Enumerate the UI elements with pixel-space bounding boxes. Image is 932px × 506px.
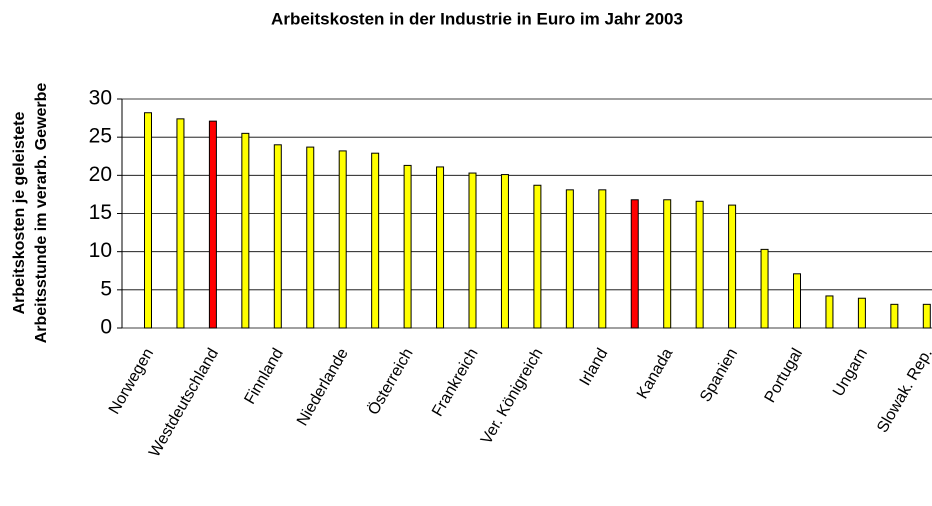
x-tick-label: Kanada xyxy=(634,346,676,402)
y-tick-label: 30 xyxy=(89,87,112,110)
bar xyxy=(663,199,672,329)
y-tick-label: 25 xyxy=(89,125,112,148)
x-tick-label: Niederlande xyxy=(294,346,352,429)
x-tick-label: Ver. Königreich xyxy=(478,346,547,448)
bar xyxy=(403,164,412,329)
bar xyxy=(208,120,217,329)
y-tick-label: 0 xyxy=(100,316,112,339)
bar xyxy=(890,303,899,329)
bar xyxy=(793,273,801,329)
x-tick-label: Spanien xyxy=(697,346,741,405)
y-tick-label: 10 xyxy=(89,239,112,262)
bar xyxy=(695,200,704,329)
bar xyxy=(825,295,834,329)
x-tick-label: Portugal xyxy=(762,346,807,406)
x-tick-label: Irland xyxy=(577,346,612,389)
chart-title: Arbeitskosten in der Industrie in Euro i… xyxy=(271,9,683,28)
bar xyxy=(598,189,607,329)
x-tick-label: Frankreich xyxy=(429,346,482,420)
bar xyxy=(144,112,152,329)
y-tick-label: 20 xyxy=(89,163,112,186)
bar xyxy=(241,132,250,329)
bar xyxy=(533,184,542,329)
x-tick-label: Finnland xyxy=(242,346,287,408)
bar xyxy=(500,174,509,329)
y-tick-label: 5 xyxy=(100,277,112,300)
bar xyxy=(760,248,769,329)
x-tick-label: Slowak. Rep. xyxy=(874,346,932,436)
bar xyxy=(728,204,737,329)
bar xyxy=(436,166,445,329)
x-tick-label: Norwegen xyxy=(106,346,157,418)
y-tick-label: 15 xyxy=(89,201,112,224)
x-tick-label: Österreich xyxy=(364,345,417,418)
x-tick-label: Westdeutschland xyxy=(146,346,222,461)
bar xyxy=(468,172,477,329)
bar xyxy=(922,303,931,329)
bar xyxy=(857,297,866,329)
bar xyxy=(565,189,574,329)
y-axis-label: Arbeitskosten je geleistete xyxy=(11,112,28,315)
bar xyxy=(273,144,282,329)
bar xyxy=(338,150,347,329)
bar xyxy=(630,199,639,329)
y-axis-label: Arbeitsstunde im verarb. Gewerbe xyxy=(33,83,50,344)
x-tick-label: Ungarn xyxy=(830,346,871,400)
bar xyxy=(306,146,315,329)
bar xyxy=(176,118,185,329)
bar xyxy=(371,152,380,329)
